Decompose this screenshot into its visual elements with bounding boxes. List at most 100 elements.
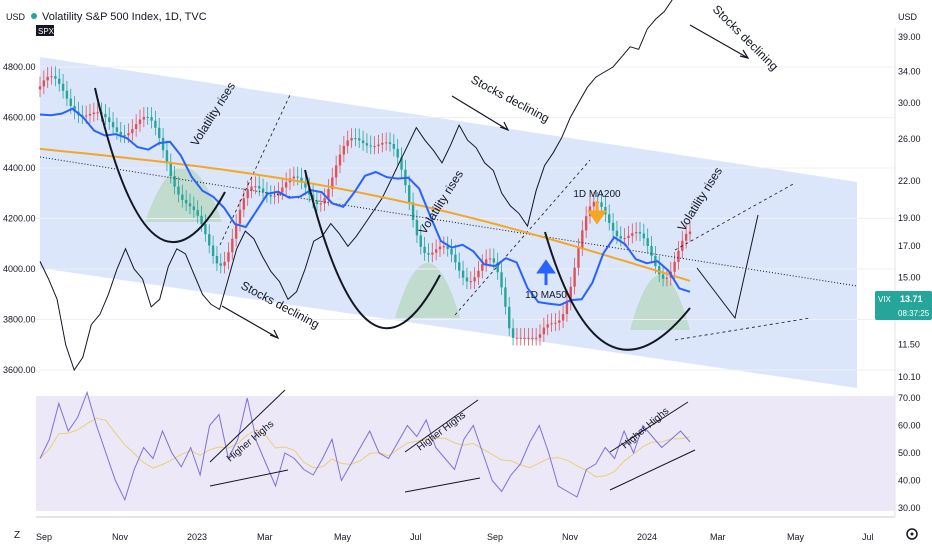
vix-candle-body: [365, 143, 369, 146]
vix-candle-body: [454, 254, 457, 263]
chart-title: Volatility S&P 500 Index, 1D, TVC: [42, 11, 207, 23]
vix-candle-body: [104, 113, 107, 118]
vix-candle-body: [50, 76, 53, 78]
compare-symbol-badge[interactable]: [36, 25, 54, 36]
vix-candle-body: [369, 145, 372, 147]
vix-candle-body: [250, 186, 253, 191]
vix-candle-body: [123, 134, 126, 136]
vix-candle-body: [361, 140, 365, 144]
vix-candle-body: [323, 198, 326, 204]
left-axis-ticks: 4800.00 4600.00 4400.00 4200.00 4000.00 3800.…: [3, 62, 36, 375]
dome-shape: [630, 275, 690, 330]
vix-candle-body: [215, 256, 219, 264]
vix-candle-body: [558, 320, 561, 323]
vix-tag-background: [875, 291, 932, 320]
vix-candle-body: [65, 90, 69, 99]
vix-candle-body: [508, 306, 511, 329]
vix-candle-body: [211, 245, 215, 257]
vix-candle-body: [515, 337, 519, 339]
right-tick-label: 15.00: [898, 272, 921, 282]
zoom-label[interactable]: Z: [14, 530, 20, 541]
vix-candle-body: [208, 234, 211, 246]
rsi-tick-label: 40.00: [898, 476, 921, 486]
rsi-panel[interactable]: Higher Highs Higher Highs Higher Highs: [36, 389, 895, 511]
x-tick-label: May: [787, 532, 805, 542]
vix-candle-body: [111, 122, 115, 128]
vix-candle-body: [88, 113, 92, 116]
x-tick-label: Jul: [862, 532, 874, 542]
vix-candle-body: [161, 137, 165, 151]
vix-candle-body: [331, 177, 334, 190]
vix-candle-body: [227, 252, 230, 262]
vix-candle-body: [311, 194, 315, 201]
vix-candles: [38, 66, 692, 346]
vix-candle-body: [538, 334, 542, 338]
vix-candle-body: [442, 246, 446, 248]
vix-candle-body: [650, 246, 653, 256]
vix-candle-body: [400, 157, 403, 170]
price-panel[interactable]: Volatility rises Stocks declining Volati…: [36, 0, 895, 388]
vix-candle-body: [388, 142, 392, 144]
vix-candle-body: [358, 138, 361, 141]
vix-candle-body: [58, 78, 61, 84]
vix-candle-body: [581, 230, 584, 249]
left-tick-label: 4800.00: [3, 62, 36, 72]
right-tick-label: 19.00: [898, 213, 921, 223]
vix-candle-body: [42, 80, 46, 87]
vix-candle-body: [342, 145, 346, 155]
volatility-curve-2: [304, 169, 441, 330]
gear-icon[interactable]: [906, 528, 918, 540]
vix-candle-body: [169, 163, 172, 176]
vix-tag-countdown: 08:37:25: [898, 309, 930, 318]
vix-candle-body: [561, 314, 565, 321]
vix-price-tag[interactable]: VIX 13.71 08:37:25: [875, 291, 932, 320]
vix-candle-body: [319, 203, 322, 205]
vix-candle-body: [573, 267, 576, 287]
vix-candle-body: [292, 176, 296, 179]
arrow-stocks-declining-1: [221, 305, 280, 340]
right-tick-label: 39.00: [898, 32, 921, 42]
vix-candle-body: [200, 215, 203, 224]
vix-candle-body: [638, 232, 642, 234]
x-tick-label: Mar: [257, 532, 273, 542]
vix-candle-body: [61, 83, 65, 91]
vix-candle-body: [181, 194, 184, 200]
rsi-line: [39, 390, 691, 502]
vix-candle-body: [281, 187, 284, 193]
vix-candle-body: [134, 124, 138, 130]
right-axis-ticks: 39.00 34.00 30.00 26.00 22.00 19.00 17.00 15.00…: [898, 32, 921, 382]
vix-candle-body: [542, 327, 546, 335]
vix-candle-body: [304, 181, 307, 188]
left-currency-label: USD: [6, 12, 26, 22]
annotation-stocks-declining-3: Stocks declining: [710, 2, 781, 73]
vix-candle-body: [450, 248, 453, 255]
consolidation-domes: [145, 167, 690, 330]
right-tick-label: 26.00: [898, 134, 921, 144]
vix-candle-body: [231, 238, 234, 253]
vix-candle-body: [69, 98, 72, 106]
vix-candle-body: [327, 189, 330, 199]
ma200-arrow-icon: [587, 201, 607, 225]
vix-candle-body: [527, 337, 530, 339]
label-ma50: 1D MA50: [525, 290, 567, 301]
vix-candle-body: [419, 235, 422, 247]
vix-candle-body: [73, 105, 76, 112]
left-tick-label: 3600.00: [3, 365, 36, 375]
left-tick-label: 3800.00: [3, 315, 36, 325]
vix-candle-body: [261, 188, 265, 192]
vix-candle-body: [565, 302, 569, 315]
vix-candle-body: [665, 277, 669, 279]
vix-candle-body: [642, 233, 646, 239]
vix-candle-body: [438, 246, 442, 250]
vix-candle-body: [504, 287, 507, 307]
vix-candle-body: [577, 248, 580, 268]
left-tick-label: 4600.00: [3, 113, 36, 123]
vix-candle-body: [373, 146, 376, 148]
vix-candle-body: [273, 195, 276, 197]
rsi-ma-line: [39, 417, 691, 478]
vix-candle-body: [523, 337, 526, 339]
vix-candle-body: [634, 232, 638, 234]
vix-candle-body: [234, 223, 238, 239]
vix-candle-body: [108, 117, 111, 123]
